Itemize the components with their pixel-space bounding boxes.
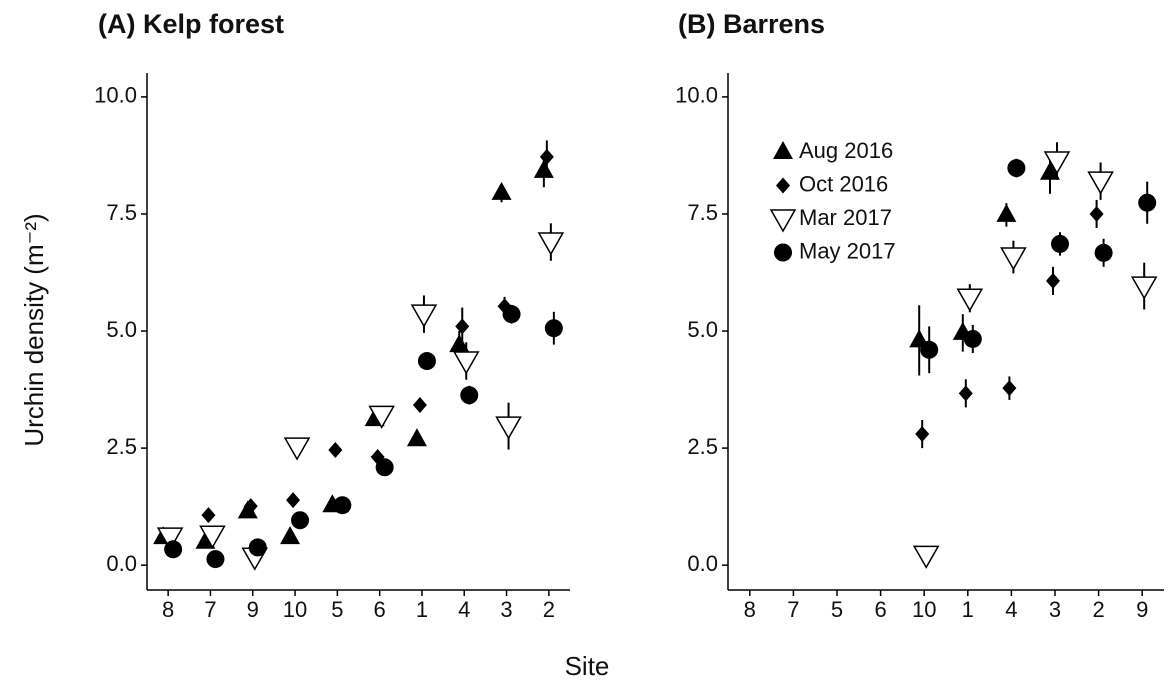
point	[537, 232, 565, 256]
point	[920, 340, 939, 359]
y-tick-label: 2.5	[687, 434, 718, 459]
y-tick-label: 10.0	[94, 83, 137, 108]
x-tick-label: 5	[331, 597, 343, 622]
x-tick-label: 7	[787, 597, 799, 622]
point	[1040, 161, 1060, 180]
point	[248, 538, 267, 557]
x-tick-label: 7	[204, 597, 216, 622]
point	[199, 525, 226, 549]
point	[333, 496, 352, 515]
point	[1007, 159, 1026, 178]
y-tick-label: 2.5	[106, 434, 137, 459]
x-tick-label: 1	[416, 597, 428, 622]
point	[291, 511, 310, 530]
point	[1130, 276, 1158, 300]
x-axis-title: Site	[565, 651, 610, 681]
legend-label: Mar 2017	[799, 205, 892, 230]
point	[1094, 243, 1113, 262]
point	[455, 318, 470, 335]
y-tick-label: 5.0	[687, 317, 718, 342]
point	[406, 428, 427, 447]
point	[164, 540, 183, 559]
point	[156, 527, 184, 551]
point	[286, 492, 301, 509]
point	[1046, 272, 1060, 289]
point	[243, 498, 258, 515]
legend-marker	[769, 209, 797, 233]
x-tick-label: 3	[1049, 597, 1061, 622]
point	[495, 416, 522, 440]
x-tick-label: 10	[912, 597, 936, 622]
legend-marker	[774, 243, 792, 262]
y-tick-label: 5.0	[106, 317, 137, 342]
y-tick-label: 10.0	[675, 83, 718, 108]
legend-label: Oct 2016	[799, 171, 888, 196]
x-tick-label: 4	[1005, 597, 1017, 622]
y-tick-label: 7.5	[106, 200, 137, 225]
x-tick-label: 3	[500, 597, 512, 622]
x-tick-label: 5	[831, 597, 843, 622]
y-tick-label: 0.0	[106, 551, 137, 576]
x-tick-label: 2	[543, 597, 555, 622]
y-axis-title: Urchin density (m⁻²)	[19, 213, 49, 446]
point	[1138, 193, 1157, 212]
point	[963, 329, 982, 348]
x-tick-label: 9	[1136, 597, 1148, 622]
y-tick-label: 7.5	[687, 200, 718, 225]
point	[417, 352, 436, 371]
x-tick-label: 4	[458, 597, 470, 622]
point	[502, 305, 521, 324]
point	[491, 181, 512, 200]
panel-title: (A) Kelp forest	[98, 9, 284, 39]
x-tick-label: 6	[874, 597, 886, 622]
point	[1002, 380, 1017, 397]
y-tick-label: 0.0	[687, 551, 718, 576]
legend-marker	[776, 177, 790, 194]
point	[1043, 151, 1071, 175]
point	[1000, 247, 1027, 271]
point	[912, 545, 940, 569]
point	[206, 550, 225, 569]
point	[1087, 171, 1114, 195]
point	[1051, 234, 1069, 253]
point	[328, 441, 343, 458]
point	[452, 351, 480, 375]
point	[283, 437, 311, 461]
point	[544, 319, 563, 338]
legend-label: Aug 2016	[799, 138, 893, 163]
point	[449, 334, 470, 353]
point	[539, 148, 554, 165]
point	[533, 159, 554, 178]
point	[460, 386, 479, 405]
legend-label: May 2017	[799, 238, 896, 263]
x-tick-label: 8	[162, 597, 174, 622]
point	[996, 203, 1017, 222]
point	[956, 288, 984, 312]
x-tick-label: 8	[744, 597, 756, 622]
point	[201, 507, 216, 524]
point	[915, 426, 930, 443]
point	[410, 304, 438, 328]
x-tick-label: 6	[374, 597, 386, 622]
x-tick-label: 2	[1092, 597, 1104, 622]
x-tick-label: 1	[962, 597, 974, 622]
point	[368, 405, 395, 429]
point	[412, 397, 427, 414]
x-tick-label: 9	[247, 597, 259, 622]
point	[958, 385, 973, 402]
point	[1089, 205, 1104, 222]
legend-marker	[773, 141, 793, 159]
point	[375, 458, 394, 477]
x-tick-label: 10	[283, 597, 307, 622]
point	[280, 526, 301, 545]
panel-title: (B) Barrens	[678, 9, 825, 39]
